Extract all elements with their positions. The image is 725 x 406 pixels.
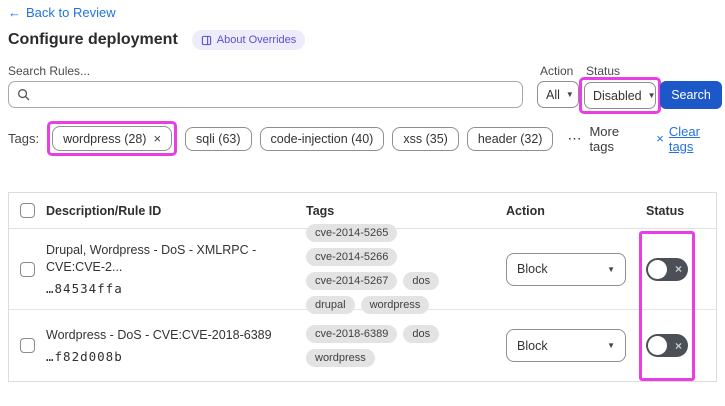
search-button[interactable]: Search <box>660 81 722 109</box>
tag-chip-label: wordpress (28) <box>63 131 147 146</box>
rule-description: Drupal, Wordpress - DoS - XMLRPC - CVE:C… <box>46 243 257 274</box>
status-toggle-off[interactable]: × <box>646 334 688 357</box>
rule-tag-pill: dos <box>403 324 440 343</box>
rule-tag-pill: cve-2014-5267 <box>306 272 398 290</box>
table-row: Wordpress - DoS - CVE:CVE-2018-6389 …f82… <box>9 310 716 381</box>
tags-label: Tags: <box>8 131 40 146</box>
rule-tag-pill: wordpress <box>306 348 375 367</box>
tag-chip-label: xss (35) <box>403 131 448 146</box>
tags-bar: Tags: wordpress (28) × sqli (63) code-in… <box>8 121 720 156</box>
col-header-status: Status <box>646 203 685 218</box>
action-select-value: Block <box>517 262 548 276</box>
status-toggle-off[interactable]: × <box>646 257 688 281</box>
back-link-label: Back to Review <box>26 5 116 20</box>
toggle-knob <box>648 336 667 355</box>
about-overrides-badge[interactable]: About Overrides <box>191 30 306 50</box>
back-arrow-icon: ← <box>8 5 21 20</box>
action-select[interactable]: Block ▼ <box>506 329 626 362</box>
back-to-review-link[interactable]: ← Back to Review <box>8 5 116 20</box>
rule-id: …f82d008b <box>46 349 123 365</box>
rule-tags: cve-2014-5265 cve-2014-5266 cve-2014-526… <box>306 224 492 314</box>
status-dropdown[interactable]: Disabled ▼ <box>584 82 656 109</box>
status-label: Status <box>586 64 621 78</box>
tag-chip-sqli[interactable]: sqli (63) <box>185 126 252 151</box>
action-select[interactable]: Block ▼ <box>506 252 626 286</box>
tag-chip-label: sqli (63) <box>196 131 241 146</box>
select-all-checkbox[interactable] <box>20 203 35 218</box>
col-header-description: Description/Rule ID <box>46 203 162 218</box>
ellipsis-icon: ⋯ <box>567 130 583 146</box>
rules-table: Description/Rule ID Tags Action Status D… <box>8 192 717 382</box>
tag-chip-label: header (32) <box>477 131 543 146</box>
search-input[interactable] <box>36 87 514 102</box>
toggle-knob <box>648 259 667 279</box>
chevron-down-icon: ▼ <box>565 90 574 99</box>
rule-tag-pill: dos <box>403 272 440 290</box>
clear-tags-link[interactable]: × Clear tags <box>656 124 720 154</box>
page-title: Configure deployment <box>8 31 178 48</box>
search-input-wrap <box>8 81 523 108</box>
rule-tags: cve-2018-6389 dos wordpress <box>306 324 492 367</box>
clear-x-icon: × <box>656 131 664 146</box>
col-header-tags: Tags <box>306 203 335 218</box>
rule-tag-pill: cve-2018-6389 <box>306 324 398 343</box>
search-icon <box>17 88 30 101</box>
title-row: Configure deployment About Overrides <box>8 30 306 50</box>
action-dropdown[interactable]: All ▼ <box>537 81 579 108</box>
rule-tag-pill: wordpress <box>360 296 430 314</box>
action-select-value: Block <box>517 338 548 353</box>
row-checkbox[interactable] <box>20 261 35 277</box>
chevron-down-icon: ▼ <box>607 341 615 350</box>
book-icon <box>201 35 212 46</box>
rule-id: …84534ffa <box>46 280 123 296</box>
more-tags-label: More tags <box>589 123 620 154</box>
clear-tags-label: Clear tags <box>668 123 700 154</box>
tag-chip-xss[interactable]: xss (35) <box>392 126 459 151</box>
tag-chip-wordpress[interactable]: wordpress (28) × <box>52 126 173 151</box>
remove-tag-icon[interactable]: × <box>153 131 162 146</box>
search-rules-label: Search Rules... <box>8 64 91 78</box>
tag-chip-code-injection[interactable]: code-injection (40) <box>259 126 385 151</box>
tag-chip-header[interactable]: header (32) <box>466 126 554 151</box>
rule-tag-pill: cve-2014-5265 <box>306 224 398 242</box>
about-overrides-label: About Overrides <box>216 34 297 46</box>
chevron-down-icon: ▼ <box>607 264 615 274</box>
table-row: Drupal, Wordpress - DoS - XMLRPC - CVE:C… <box>9 224 716 314</box>
col-header-action: Action <box>506 203 545 218</box>
toggle-off-icon: × <box>674 262 682 276</box>
more-tags-button[interactable]: ⋯ More tags <box>567 124 638 154</box>
status-dropdown-value: Disabled <box>593 88 642 103</box>
rule-tag-pill: cve-2014-5266 <box>306 248 398 266</box>
action-dropdown-value: All <box>546 87 560 102</box>
toggle-off-icon: × <box>674 338 682 353</box>
status-dropdown-highlight: Disabled ▼ <box>579 77 661 114</box>
chevron-down-icon: ▼ <box>647 91 656 100</box>
action-label: Action <box>540 64 574 78</box>
tag-chip-label: code-injection (40) <box>270 131 374 146</box>
rule-tag-pill: drupal <box>306 296 355 314</box>
rule-description: Wordpress - DoS - CVE:CVE-2018-6389 <box>46 327 272 342</box>
selected-tag-highlight: wordpress (28) × <box>47 121 178 156</box>
row-checkbox[interactable] <box>20 338 35 353</box>
